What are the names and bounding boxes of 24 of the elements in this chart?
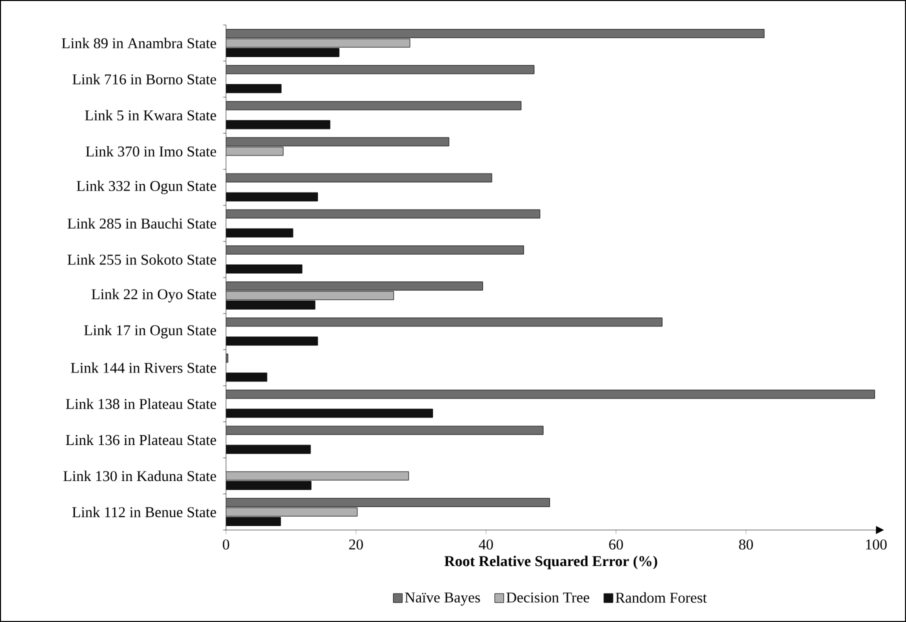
y-tick-label: Link 370 in Imo State bbox=[86, 146, 216, 157]
y-tick-label: Link 332 in Ogun State bbox=[76, 180, 216, 194]
x-tick-label: 80 bbox=[739, 539, 753, 550]
y-tick-label: Link 5 in Kwara State bbox=[85, 110, 216, 120]
y-tick-label: Link 130 in Kaduna State bbox=[63, 470, 216, 482]
legend-label: Naïve Bayes bbox=[405, 592, 480, 606]
y-tick-label: Link 138 in Plateau State bbox=[66, 398, 216, 410]
y-tick-label: Link 112 in Benue State bbox=[72, 506, 216, 518]
x-tick-label: 60 bbox=[609, 539, 623, 550]
x-tick-label: 100 bbox=[866, 539, 887, 550]
x-tick-label: 0 bbox=[222, 539, 230, 550]
y-tick-label: Link 285 in Bauchi State bbox=[68, 218, 216, 229]
y-tick-label: Link 17 in Ogun State bbox=[84, 324, 216, 338]
y-tick-label: Link 89 in Anambra State bbox=[62, 38, 216, 48]
y-tick-label: Link 136 in Plateau State bbox=[66, 434, 216, 446]
y-tick-label: Link 255 in Sokoto State bbox=[68, 254, 216, 265]
legend-label: Random Forest bbox=[616, 592, 707, 603]
x-tick-label: 20 bbox=[349, 539, 363, 550]
legend-label: Decision Tree bbox=[506, 592, 590, 603]
y-tick-label: Link 716 in Borno State bbox=[72, 74, 216, 84]
x-axis-title: Root Relative Squared Error (%) bbox=[444, 556, 658, 570]
x-tick-label: 40 bbox=[478, 539, 493, 550]
y-tick-label: Link 144 in Rivers State bbox=[70, 362, 216, 373]
y-tick-label: Link 22 in Oyo State bbox=[92, 288, 216, 302]
